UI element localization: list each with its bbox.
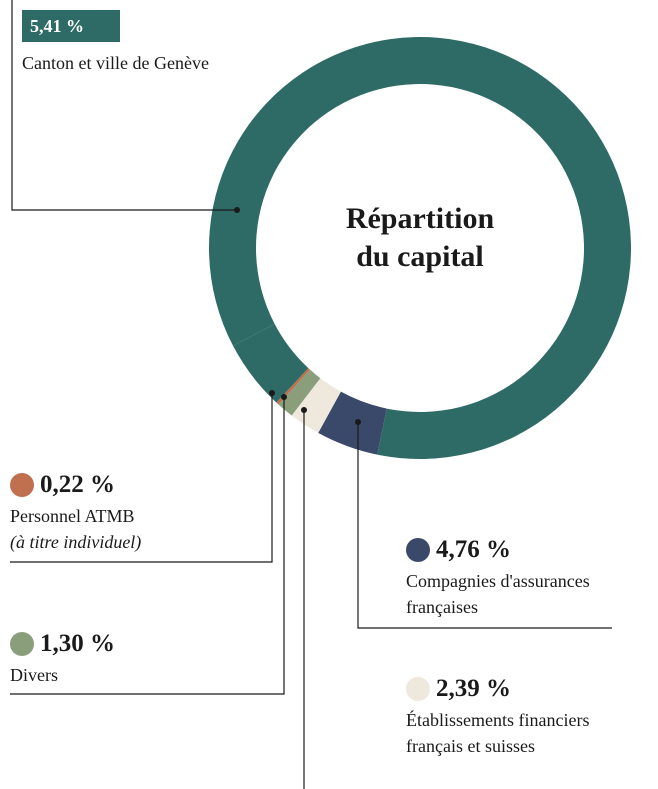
title-line: du capital [356, 240, 484, 273]
title-line: Répartition [345, 202, 495, 235]
leader-dot [234, 207, 240, 213]
leader-line [357, 422, 612, 629]
slice-label: 5,41 % Canton et ville de Genève [22, 10, 282, 76]
category-label: Divers [10, 665, 58, 685]
leader-dot [301, 407, 307, 413]
leader-line [10, 393, 273, 563]
leader-line [11, 0, 237, 211]
value-label: 1,30 % [40, 630, 115, 657]
category-label: Compagnies d'assurances françaises [406, 571, 590, 617]
value-label: 0,22 % [40, 471, 115, 498]
slice-label: 1,30 % Divers [10, 630, 210, 688]
value-label: 5,41 % [22, 10, 120, 42]
legend-dot [406, 538, 430, 562]
category-label: Établissements financiers français et su… [406, 710, 590, 756]
value-label: 2,39 % [436, 675, 511, 702]
slice-label: 0,22 % Personnel ATMB (à titre individuel) [10, 471, 250, 555]
slice-label: 4,76 % Compagnies d'assurances françaises [406, 536, 626, 620]
value-row: 2,39 % [406, 675, 606, 703]
slice-label: 2,39 % Établissements financiers français… [406, 675, 606, 759]
donut-slice [318, 391, 387, 455]
value-row: 4,76 % [406, 536, 626, 564]
legend-dot [10, 473, 34, 497]
legend-dot [10, 632, 34, 656]
value-row: 1,30 % [10, 630, 210, 658]
chart-title: Répartition du capital [300, 200, 540, 276]
category-label: Personnel ATMB [10, 506, 135, 526]
leader-line [10, 397, 285, 695]
donut-slice [278, 369, 321, 416]
value-label: 4,76 % [436, 536, 511, 563]
category-label: Canton et ville de Genève [22, 53, 209, 73]
value-row: 0,22 % [10, 471, 250, 499]
leader-dot [355, 419, 361, 425]
category-note: (à titre individuel) [10, 532, 142, 552]
donut-slice [233, 324, 309, 403]
leader-dot [281, 394, 287, 400]
leader-dot [269, 390, 275, 396]
legend-dot [406, 677, 430, 701]
